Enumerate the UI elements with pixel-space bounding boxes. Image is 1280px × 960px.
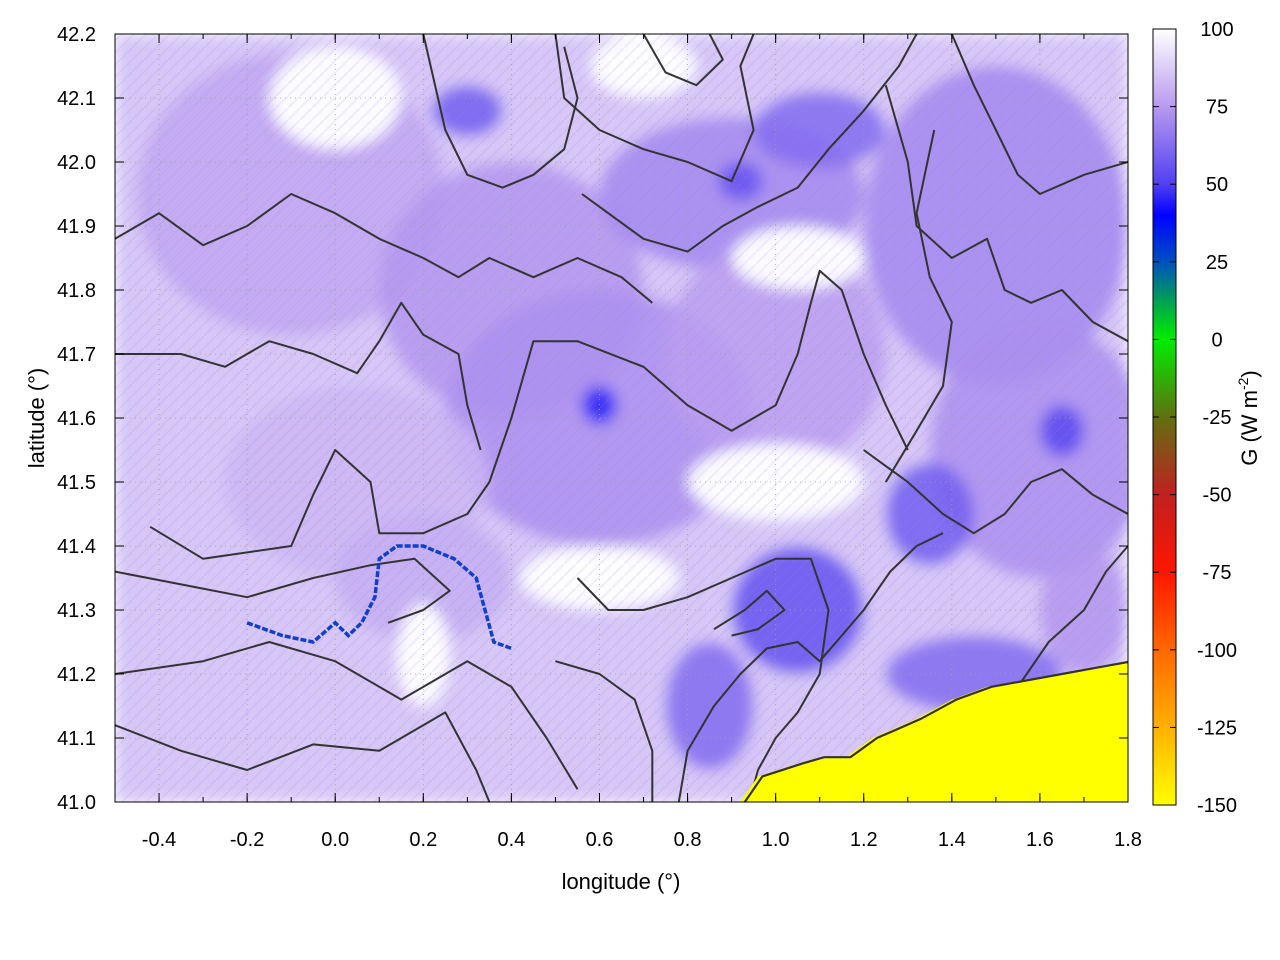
y-tick-labels: 41.0 41.1 41.2 41.3 41.4 41.5 41.6 41.7 41.8 41.9… xyxy=(57,24,96,814)
y-tick-label: 41.9 xyxy=(57,216,96,238)
x-tick-label: 0.0 xyxy=(321,829,349,851)
contour-line xyxy=(642,34,724,87)
river-path xyxy=(246,544,512,651)
x-tick-label: 0.8 xyxy=(674,829,702,851)
y-tick-label: 41.3 xyxy=(57,600,96,622)
colorbar-tick-label: 25 xyxy=(1206,252,1228,274)
contour-line xyxy=(713,589,786,637)
contour-line xyxy=(863,449,1128,535)
x-tick-label: -0.4 xyxy=(142,829,176,851)
contour-line xyxy=(677,532,944,802)
contour-line xyxy=(115,641,579,790)
colorbar: 100 75 50 25 0 -25 -50 -75 -100 -125 -150 G (W m-2… xyxy=(1152,19,1262,817)
contour-line xyxy=(581,34,918,253)
contour-line xyxy=(554,34,755,183)
colorbar-tick-label: -125 xyxy=(1197,717,1237,739)
y-tick-label: 42.1 xyxy=(57,88,96,110)
colorbar-ticks: 100 75 50 25 0 -25 -50 -75 -100 -125 -150 xyxy=(1153,19,1237,817)
field-texture xyxy=(115,34,1128,802)
plot-area xyxy=(114,33,1129,803)
colorbar-tick-label: -100 xyxy=(1197,640,1237,662)
contour-line xyxy=(149,269,909,560)
x-tick-label: 0.2 xyxy=(409,829,437,851)
y-tick-label: 42.2 xyxy=(57,24,96,46)
y-tick-label: 42.0 xyxy=(57,152,96,174)
y-tick-label: 41.5 xyxy=(57,472,96,494)
x-tick-label: 1.4 xyxy=(938,829,966,851)
colorbar-tick-label: -75 xyxy=(1203,562,1232,584)
coastline-contour xyxy=(743,660,1128,802)
y-tick-label: 41.0 xyxy=(57,792,96,814)
colorbar-tick-label: -25 xyxy=(1203,407,1232,429)
contour-line xyxy=(115,301,482,451)
colorbar-tick-label: 0 xyxy=(1211,329,1222,351)
colorbar-title-superscript: -2 xyxy=(1235,377,1251,390)
contour-line xyxy=(884,84,1128,343)
tick-marks xyxy=(114,33,1129,803)
y-tick-label: 41.7 xyxy=(57,344,96,366)
x-tick-label: 1.0 xyxy=(762,829,790,851)
y-axis-title: latitude (°) xyxy=(24,368,49,469)
colorbar-tick-label: -50 xyxy=(1203,485,1232,507)
x-tick-label: 1.2 xyxy=(850,829,878,851)
colorbar-title-close: ) xyxy=(1237,370,1262,377)
x-tick-label: 0.4 xyxy=(497,829,525,851)
contour-line xyxy=(115,557,451,624)
colorbar-title: G (W m-2) xyxy=(1235,370,1262,466)
contour-line xyxy=(884,129,953,483)
contour-lines xyxy=(115,34,1128,802)
colorbar-title-main: G (W m xyxy=(1237,390,1262,466)
x-tick-label: 1.6 xyxy=(1026,829,1054,851)
contour-line xyxy=(950,34,1128,195)
y-tick-label: 41.8 xyxy=(57,280,96,302)
y-tick-label: 41.2 xyxy=(57,664,96,686)
x-tick-label: 1.8 xyxy=(1114,829,1142,851)
x-tick-labels: -0.4 -0.2 0.0 0.2 0.4 0.6 0.8 1.0 1.2 1.4 1.6 1.8 xyxy=(142,829,1142,851)
sea-region xyxy=(740,661,1128,802)
contour-line xyxy=(115,711,491,802)
y-tick-label: 41.6 xyxy=(57,408,96,430)
colorbar-tick-label: 75 xyxy=(1206,97,1228,119)
colorbar-tick-label: 100 xyxy=(1200,19,1233,41)
contour-line xyxy=(422,34,579,189)
y-tick-label: 41.1 xyxy=(57,728,96,750)
x-tick-label: 0.6 xyxy=(586,829,614,851)
x-axis-title: longitude (°) xyxy=(562,869,681,894)
contour-line xyxy=(576,557,830,802)
colorbar-tick-label: -150 xyxy=(1197,795,1237,817)
y-tick-label: 41.4 xyxy=(57,536,96,558)
contour-line xyxy=(555,660,654,802)
contour-line xyxy=(115,193,653,304)
x-tick-label: -0.2 xyxy=(230,829,264,851)
colorbar-tick-label: 50 xyxy=(1206,174,1228,196)
